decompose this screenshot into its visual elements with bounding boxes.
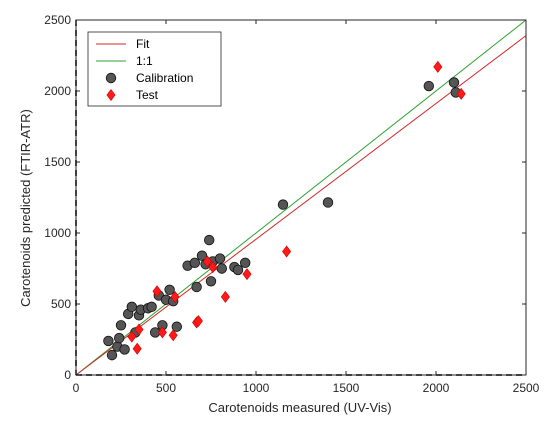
y-tick-label: 1000 (44, 226, 71, 240)
legend-label: Test (136, 88, 159, 102)
calibration-point (113, 332, 125, 344)
calibration-point (239, 257, 251, 269)
calibration-point (214, 253, 226, 264)
test-point (208, 261, 218, 274)
calibration-point (205, 276, 217, 287)
y-tick-label: 2500 (44, 13, 71, 27)
y-axis-title: Carotenoids predicted (FTIR-ATR) (18, 109, 33, 307)
x-tick-label: 1000 (243, 381, 270, 395)
test-point (132, 342, 142, 355)
legend-diamond-swatch (106, 89, 116, 101)
test-point (152, 285, 162, 298)
calibration-point (189, 257, 201, 269)
y-tick-label: 1500 (44, 155, 71, 169)
y-tick-label: 0 (64, 368, 71, 382)
x-tick-label: 2000 (423, 381, 450, 395)
legend-circle-swatch (105, 72, 117, 84)
test-point (456, 87, 466, 100)
calibration-point (216, 263, 228, 274)
calibration-point (119, 344, 130, 355)
calibration-point (423, 80, 435, 92)
calibration-point (164, 284, 175, 296)
test-point (220, 290, 230, 303)
x-tick-label: 1500 (333, 381, 360, 395)
legend: Fit 1:1 Calibration Test (87, 31, 222, 107)
test-point (282, 245, 292, 258)
calibration-point (191, 281, 202, 293)
test-point (193, 315, 203, 328)
markers (103, 60, 466, 361)
test-point (157, 326, 167, 339)
legend-label: Fit (136, 37, 150, 51)
calibration-point (203, 234, 215, 246)
legend-label: Calibration (136, 71, 193, 85)
legend-label: 1:1 (136, 54, 153, 68)
x-tick-label: 0 (73, 381, 80, 395)
axes: 0 500 1000 1500 2000 2500 0 500 1000 1500 2000 2500 (44, 13, 539, 395)
y-tick-label: 2000 (44, 84, 71, 98)
test-point (170, 290, 180, 303)
test-point (242, 268, 252, 281)
test-point (433, 60, 443, 73)
calibration-point (115, 320, 127, 331)
calibration-point (146, 301, 157, 313)
test-point (134, 323, 144, 336)
x-axis-title: Carotenoids measured (UV-Vis) (208, 400, 391, 415)
calibration-point (126, 301, 138, 313)
calibration-point (171, 321, 183, 332)
calibration-point (277, 199, 289, 210)
calibration-point (448, 77, 460, 88)
calibration-point (322, 197, 334, 208)
x-tick-label: 2500 (513, 381, 540, 395)
x-tick-label: 500 (156, 381, 176, 395)
test-point (127, 330, 137, 343)
test-point (168, 329, 178, 342)
test-point (202, 255, 212, 268)
calibration-point (103, 335, 114, 347)
calibration-point (232, 264, 244, 276)
y-tick-label: 500 (51, 297, 71, 311)
calibration-point (106, 349, 118, 361)
